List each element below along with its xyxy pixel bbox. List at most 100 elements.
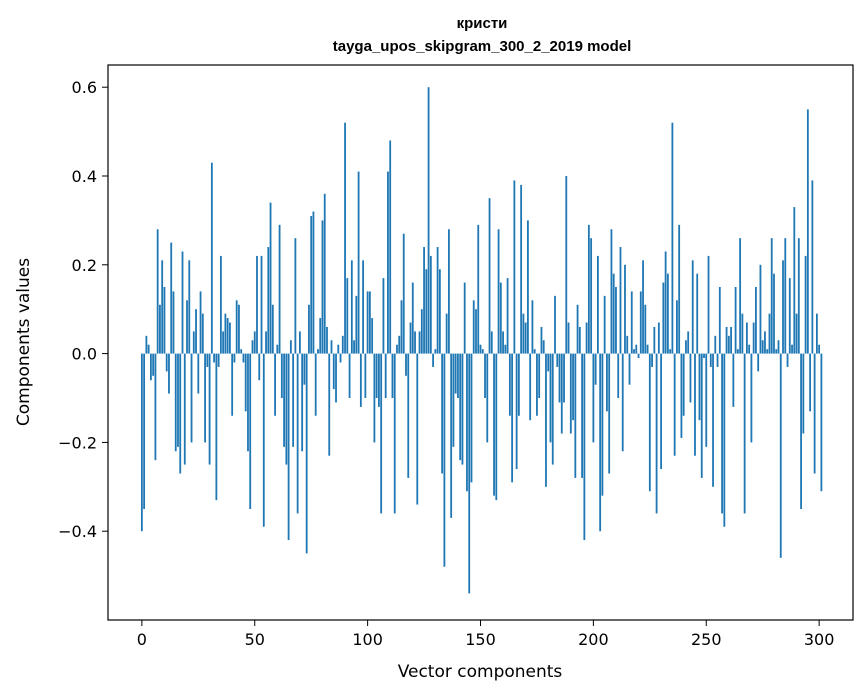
bar-223 — [644, 304, 647, 354]
bar-32 — [213, 353, 216, 363]
bar-4 — [149, 353, 152, 381]
bar-101 — [368, 291, 371, 354]
chart-title-line2: tayga_upos_skipgram_300_2_2019 model — [333, 38, 632, 55]
bar-70 — [298, 331, 301, 354]
bar-66 — [289, 340, 292, 354]
bar-131 — [436, 247, 439, 354]
bar-280 — [773, 273, 775, 354]
bar-185 — [558, 353, 561, 403]
bar-164 — [511, 353, 514, 483]
bar-120 — [411, 282, 414, 354]
bar-138 — [452, 353, 455, 447]
bar-232 — [664, 251, 667, 354]
bar-213 — [621, 353, 624, 452]
bar-136 — [447, 229, 450, 354]
bar-249 — [703, 353, 705, 359]
bar-262 — [732, 353, 735, 407]
bar-112 — [393, 353, 396, 514]
bar-173 — [531, 300, 534, 354]
bar-44 — [240, 349, 243, 354]
bar-89 — [341, 335, 344, 354]
x-tick-label: 150 — [465, 630, 496, 649]
bar-290 — [795, 313, 798, 354]
bar-15 — [174, 353, 177, 452]
bar-258 — [723, 353, 726, 527]
bar-111 — [391, 353, 394, 398]
bar-54 — [262, 353, 265, 527]
bar-69 — [296, 353, 299, 514]
bar-214 — [624, 264, 626, 354]
plot-frame — [107, 64, 854, 621]
bar-110 — [389, 140, 392, 354]
bar-289 — [793, 207, 796, 354]
bar-40 — [231, 353, 234, 416]
bar-278 — [768, 313, 771, 354]
bar-157 — [495, 353, 498, 501]
bar-25 — [197, 353, 200, 394]
bar-181 — [549, 353, 552, 443]
bar-83 — [328, 353, 331, 456]
bar-228 — [655, 353, 658, 514]
bar-92 — [348, 353, 351, 398]
bar-45 — [242, 353, 245, 363]
bar-242 — [687, 331, 690, 354]
bar-141 — [459, 353, 462, 461]
bar-248 — [700, 353, 703, 478]
bar-61 — [278, 224, 281, 354]
bar-139 — [454, 353, 457, 394]
bar-156 — [493, 353, 495, 496]
bar-55 — [265, 331, 267, 354]
bar-170 — [524, 322, 527, 354]
bar-224 — [646, 344, 649, 354]
bar-207 — [608, 353, 611, 474]
bar-60 — [276, 344, 279, 354]
bar-254 — [714, 335, 717, 354]
bar-246 — [696, 273, 699, 354]
bar-233 — [666, 273, 669, 354]
bar-169 — [522, 313, 525, 354]
bar-209 — [612, 273, 615, 354]
bar-33 — [215, 353, 218, 501]
bar-153 — [486, 353, 489, 443]
bar-167 — [517, 353, 520, 416]
bar-263 — [734, 287, 737, 354]
bar-122 — [416, 353, 419, 505]
bar-106 — [380, 353, 383, 514]
bar-5 — [152, 353, 155, 376]
bar-187 — [563, 353, 565, 403]
bar-24 — [195, 309, 197, 354]
bar-76 — [312, 211, 315, 354]
bar-161 — [504, 344, 507, 354]
bar-85 — [332, 353, 335, 390]
bar-6 — [154, 353, 157, 461]
bar-231 — [662, 282, 665, 354]
bar-114 — [398, 335, 401, 354]
bar-9 — [161, 260, 164, 354]
bar-17 — [179, 353, 182, 474]
bar-109 — [387, 171, 389, 354]
bar-87 — [337, 344, 340, 354]
bar-150 — [479, 344, 482, 354]
bar-125 — [423, 247, 425, 354]
y-tick-label: 0.2 — [72, 256, 97, 275]
bar-64 — [285, 353, 288, 465]
bar-116 — [402, 233, 405, 354]
bar-0 — [140, 353, 143, 532]
bar-243 — [689, 353, 692, 403]
bar-62 — [280, 353, 283, 398]
bar-77 — [314, 353, 317, 416]
bar-39 — [229, 322, 231, 354]
bar-31 — [210, 162, 213, 354]
bar-73 — [305, 353, 308, 554]
bar-212 — [619, 247, 622, 354]
bar-98 — [362, 260, 365, 354]
bar-277 — [766, 349, 769, 354]
bar-252 — [709, 353, 712, 367]
bar-78 — [317, 349, 319, 354]
x-tick-label: 200 — [578, 630, 609, 649]
bar-188 — [565, 176, 568, 354]
bar-29 — [206, 353, 209, 367]
bar-23 — [192, 331, 195, 354]
bar-144 — [466, 353, 468, 492]
bar-264 — [736, 349, 739, 354]
